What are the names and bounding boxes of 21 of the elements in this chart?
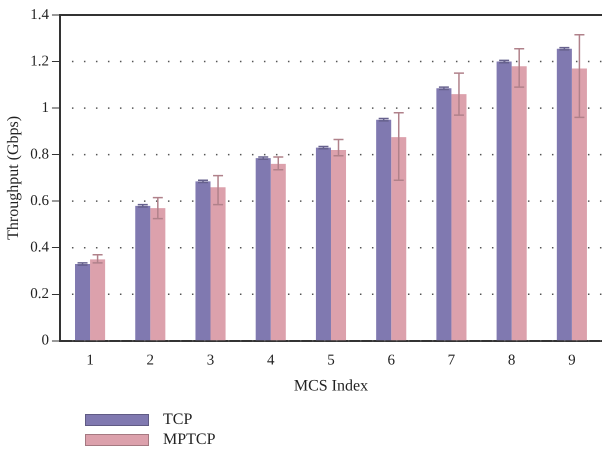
y-tick-label: 1.2: [30, 53, 49, 70]
legend-label: MPTCP: [163, 431, 216, 449]
x-tick-label: 8: [508, 352, 516, 369]
y-tick-label: 0.8: [30, 146, 49, 163]
x-tick-label: 1: [86, 352, 94, 369]
y-tick-label: 0.6: [30, 193, 50, 210]
y-tick-label: 1: [41, 100, 49, 116]
legend-label: TCP: [163, 411, 192, 429]
y-tick-label: 0.4: [30, 240, 50, 256]
y-tick-label: 1.4: [30, 6, 50, 23]
x-tick-label: 4: [266, 352, 275, 369]
x-tick-label: 9: [568, 352, 576, 369]
x-tick-label: 3: [206, 352, 214, 369]
x-tick-label: 7: [448, 352, 456, 369]
y-tick-label: 0.2: [30, 286, 49, 302]
x-axis-title: MCS Index: [294, 378, 368, 395]
x-tick-label: 6: [387, 352, 396, 369]
x-tick-label: 5: [327, 352, 335, 369]
x-tick-label: 2: [146, 352, 154, 369]
y-axis-title: Throughput (Gbps): [4, 116, 22, 240]
y-tick-label: 0: [41, 332, 49, 349]
